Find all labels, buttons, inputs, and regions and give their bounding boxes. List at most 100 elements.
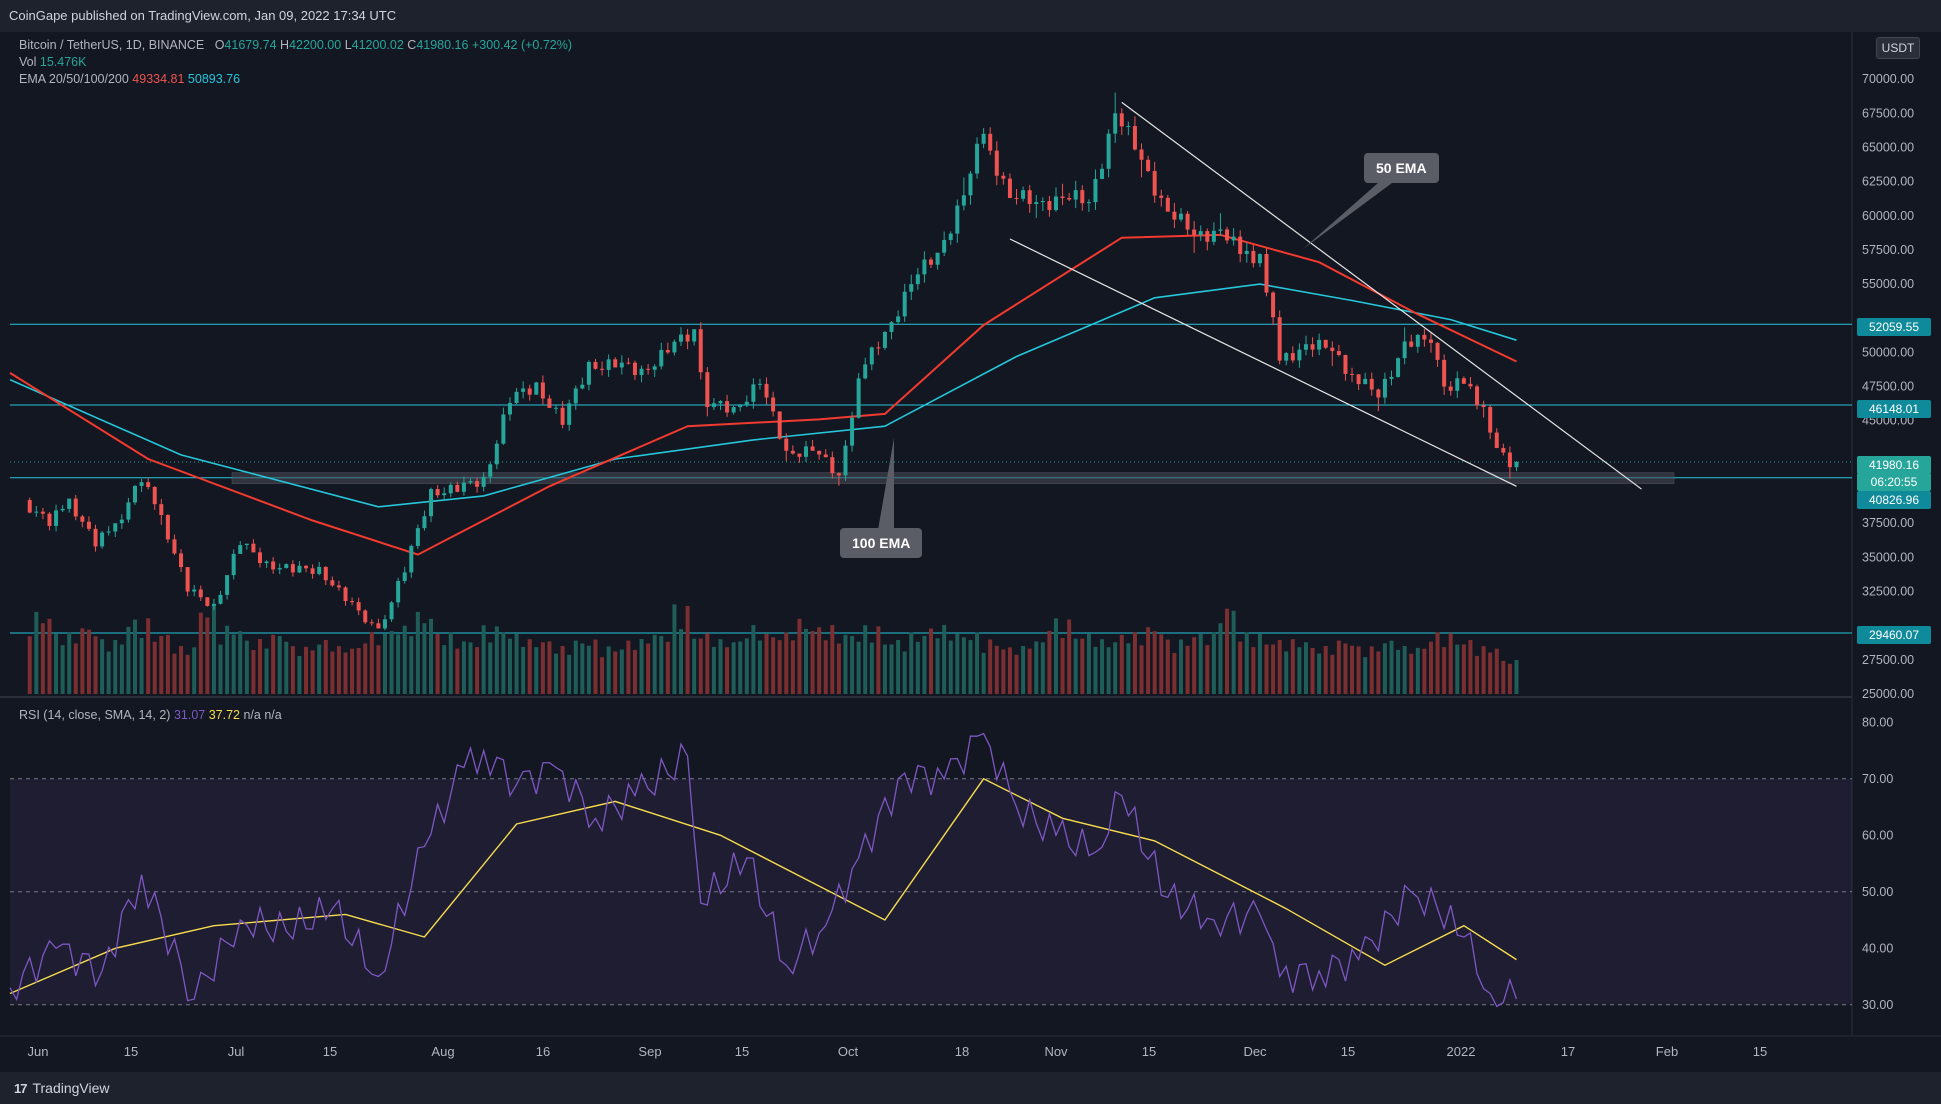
volume-bar xyxy=(1139,645,1144,694)
candle-body xyxy=(1442,359,1447,387)
candle-body xyxy=(948,233,953,240)
candle-body xyxy=(422,516,427,529)
candle-body xyxy=(389,602,394,620)
candle-body xyxy=(1317,339,1322,350)
candle-body xyxy=(343,587,348,602)
price-tag-support-2: 29460.07 xyxy=(1857,626,1931,644)
candle xyxy=(343,586,348,606)
volume-bar xyxy=(198,612,203,694)
volume-legend[interactable]: Vol 15.476K xyxy=(19,55,86,69)
volume-bar xyxy=(659,636,664,694)
volume-bar xyxy=(1211,632,1216,694)
tradingview-logo[interactable]: 17 TradingView xyxy=(14,1080,110,1096)
candle xyxy=(448,482,453,498)
volume-bar xyxy=(1231,610,1236,694)
candle-body xyxy=(1080,190,1085,204)
candle-body xyxy=(323,566,328,581)
time-axis-label-0: Jun xyxy=(28,1044,49,1059)
volume-bar xyxy=(705,633,710,694)
candle-body xyxy=(376,623,381,629)
candle-body xyxy=(317,566,322,574)
candle-body xyxy=(1402,341,1407,359)
volume-bar xyxy=(514,633,519,694)
volume-bar xyxy=(251,649,256,694)
candle xyxy=(54,504,59,532)
candle xyxy=(1093,169,1098,210)
candle-body xyxy=(284,564,289,569)
time-axis[interactable]: Jun 15 Jul 15 Aug 16 Sep 15 Oct 18 Nov 15 Dec 15 2022 1… xyxy=(28,1044,1768,1059)
candle xyxy=(1389,370,1394,386)
candle-body xyxy=(1139,149,1144,160)
candle-body xyxy=(1178,213,1183,220)
candle-body xyxy=(1382,378,1387,398)
candle-body xyxy=(448,484,453,494)
candle-body xyxy=(369,622,374,624)
candle-body xyxy=(1238,236,1243,255)
candle-body xyxy=(1455,378,1460,391)
candle xyxy=(290,560,295,577)
volume-bar xyxy=(1034,641,1039,694)
volume-bar xyxy=(1415,647,1420,694)
price-axis-label-5: 57500.00 xyxy=(1862,243,1914,257)
candle xyxy=(692,329,697,346)
volume-bar xyxy=(777,640,782,694)
candle xyxy=(488,461,493,483)
candle xyxy=(297,561,302,574)
candle xyxy=(764,377,769,405)
candle xyxy=(1481,400,1486,418)
rsi-legend[interactable]: RSI (14, close, SMA, 14, 2) 31.07 37.72 … xyxy=(19,708,282,722)
candle-body xyxy=(1264,254,1269,293)
candle-body xyxy=(968,173,973,196)
candle xyxy=(573,385,578,410)
candle-body xyxy=(225,575,230,595)
candle-body xyxy=(777,411,782,439)
vol-label: Vol xyxy=(19,55,37,69)
volume-bar xyxy=(1152,631,1157,694)
candle xyxy=(968,170,973,205)
time-axis-label-14: 2022 xyxy=(1447,1044,1476,1059)
candle-body xyxy=(560,407,565,425)
candle-body xyxy=(363,610,368,623)
candle xyxy=(975,137,980,179)
candle xyxy=(369,619,374,626)
candle-body xyxy=(1126,126,1131,128)
candle xyxy=(336,580,341,591)
candle xyxy=(817,450,822,460)
volume-bar xyxy=(922,635,927,694)
candle xyxy=(738,403,743,412)
candle-body xyxy=(211,603,216,606)
candle-body xyxy=(586,361,591,385)
rsi-panel xyxy=(9,732,1852,1008)
price-axis[interactable]: 70000.00 67500.00 65000.00 62500.00 60000.00… xyxy=(1862,72,1914,1012)
candle-body xyxy=(1198,231,1203,235)
candle-body xyxy=(132,485,137,503)
volume-bar xyxy=(284,641,289,694)
ema-legend[interactable]: EMA 20/50/100/200 49334.81 50893.76 xyxy=(19,72,240,86)
candle-body xyxy=(277,568,282,570)
volume-bar xyxy=(310,650,315,694)
volume-bar xyxy=(1185,645,1190,694)
candle-body xyxy=(1113,113,1118,134)
volume-bar xyxy=(1007,647,1012,694)
candle-body xyxy=(1310,344,1315,350)
candle-body xyxy=(1165,197,1170,212)
volume-bar xyxy=(1165,639,1170,694)
ema100-line xyxy=(9,283,1517,508)
candle-body xyxy=(1211,230,1216,242)
volume-bar xyxy=(639,639,644,694)
candle-body xyxy=(1350,373,1355,375)
candle-body xyxy=(1007,178,1012,199)
volume-bar xyxy=(790,640,795,694)
volume-bar xyxy=(567,654,572,694)
candle-body xyxy=(113,523,118,532)
symbol-title[interactable]: Bitcoin / TetherUS, 1D, BINANCE xyxy=(19,38,205,52)
candle xyxy=(685,328,690,350)
candle xyxy=(830,451,835,479)
volume-bar xyxy=(271,634,276,694)
currency-badge[interactable]: USDT xyxy=(1876,37,1920,59)
time-axis-label-15: 17 xyxy=(1561,1044,1575,1059)
rsi-label: RSI (14, close, SMA, 14, 2) xyxy=(19,708,171,722)
candle xyxy=(442,487,447,502)
trendline-0 xyxy=(1121,101,1642,490)
